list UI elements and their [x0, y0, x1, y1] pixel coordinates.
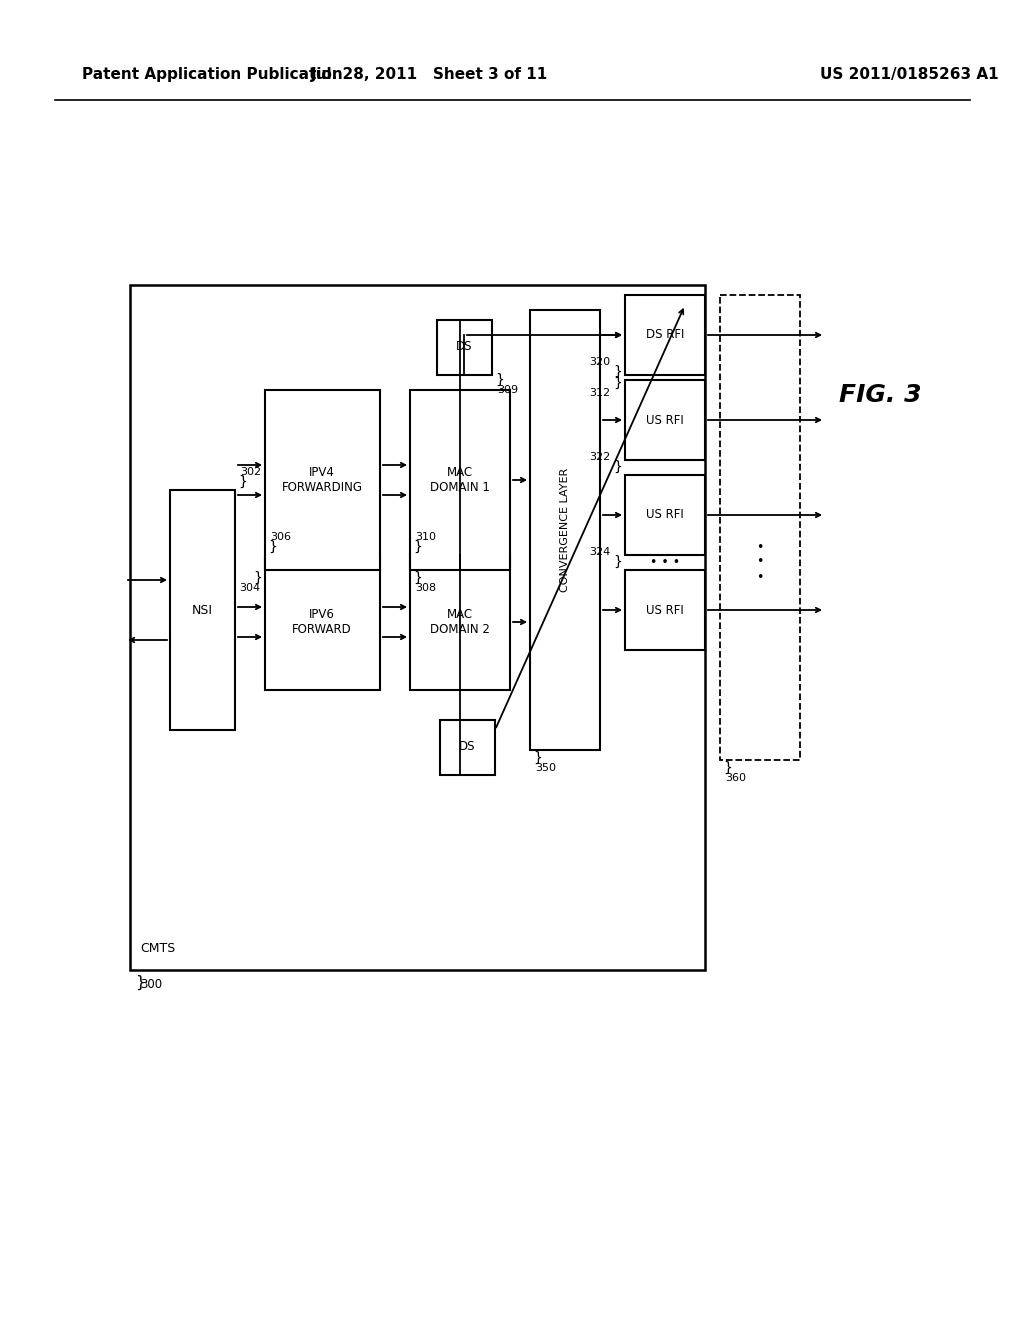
Bar	[440, 719, 495, 775]
Text: DS: DS	[459, 741, 475, 754]
Bar	[625, 294, 705, 375]
Bar	[130, 285, 705, 970]
Text: •
•
•: • • •	[757, 540, 764, 583]
Text: }: }	[613, 459, 622, 474]
Bar	[625, 380, 705, 459]
Text: US RFI: US RFI	[646, 603, 684, 616]
Bar	[625, 475, 705, 554]
Text: NSI: NSI	[191, 603, 213, 616]
Text: 304: 304	[239, 583, 260, 593]
Text: }: }	[495, 374, 504, 387]
Text: }: }	[534, 751, 542, 766]
Text: DS: DS	[456, 341, 472, 354]
Text: US 2011/0185263 A1: US 2011/0185263 A1	[820, 67, 998, 82]
Bar	[265, 554, 380, 690]
Text: }: }	[413, 540, 422, 554]
Text: US RFI: US RFI	[646, 413, 684, 426]
Text: DS RFI: DS RFI	[646, 329, 684, 342]
Text: Patent Application Publication: Patent Application Publication	[82, 67, 343, 82]
Text: 302: 302	[240, 467, 261, 477]
Text: CONVERGENCE LAYER: CONVERGENCE LAYER	[560, 467, 570, 593]
Text: 308: 308	[415, 583, 436, 593]
Text: 350: 350	[535, 763, 556, 774]
Text: }: }	[613, 554, 622, 569]
Bar	[530, 310, 600, 750]
Text: 360: 360	[725, 774, 746, 783]
Text: 300: 300	[140, 978, 162, 991]
Bar	[720, 294, 800, 760]
Text: IPV6
FORWARD: IPV6 FORWARD	[292, 609, 352, 636]
Text: Jul. 28, 2011   Sheet 3 of 11: Jul. 28, 2011 Sheet 3 of 11	[311, 67, 549, 82]
Text: }: }	[253, 572, 262, 585]
Text: }: }	[268, 540, 276, 554]
Text: MAC
DOMAIN 2: MAC DOMAIN 2	[430, 609, 489, 636]
Text: }: }	[413, 572, 422, 585]
Text: 309: 309	[497, 385, 518, 395]
Text: }: }	[238, 475, 247, 488]
Text: }: }	[135, 975, 144, 990]
Bar	[410, 389, 510, 570]
Bar	[410, 554, 510, 690]
Text: FIG. 3: FIG. 3	[839, 383, 922, 407]
Bar	[437, 319, 492, 375]
Text: 324: 324	[589, 546, 610, 557]
Text: 322: 322	[589, 451, 610, 462]
Text: 306: 306	[270, 532, 291, 543]
Bar	[170, 490, 234, 730]
Text: CMTS: CMTS	[140, 942, 175, 954]
Text: MAC
DOMAIN 1: MAC DOMAIN 1	[430, 466, 489, 494]
Text: }: }	[723, 762, 732, 775]
Text: US RFI: US RFI	[646, 508, 684, 521]
Text: 312: 312	[589, 388, 610, 399]
Text: 310: 310	[415, 532, 436, 543]
Bar	[265, 389, 380, 570]
Text: }: }	[613, 376, 622, 389]
Text: 320: 320	[589, 356, 610, 367]
Text: • • •: • • •	[650, 556, 680, 569]
Bar	[625, 570, 705, 649]
Text: IPV4
FORWARDING: IPV4 FORWARDING	[282, 466, 362, 494]
Text: }: }	[613, 366, 622, 379]
